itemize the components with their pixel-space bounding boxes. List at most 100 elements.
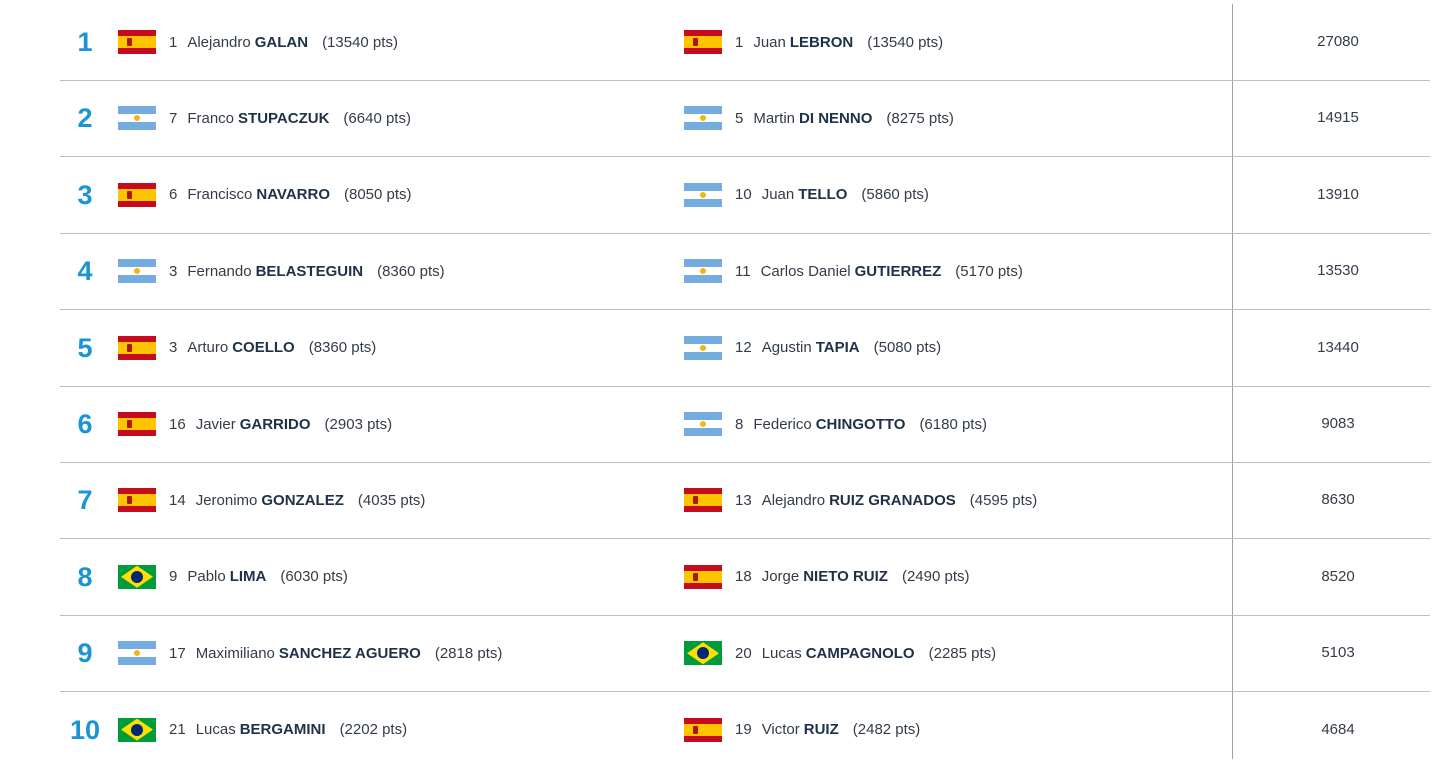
player-entry[interactable]: 13 Alejandro RUIZ GRANADOS (4595 pts) [684, 462, 1037, 538]
pair-total-points: 9083 [1321, 415, 1355, 432]
player-entry[interactable]: 11 Carlos Daniel GUTIERREZ (5170 pts) [684, 233, 1023, 309]
player-entry[interactable]: 21 Lucas BERGAMINI (2202 pts) [118, 692, 407, 768]
player-seed: 10 [735, 186, 752, 204]
player-first-name: Jorge [761, 568, 800, 586]
player-points: (6180 pts) [919, 415, 987, 433]
pair-rank: 10 [69, 714, 101, 745]
player-seed: 3 [169, 262, 178, 280]
player-entry[interactable]: 3 Fernando BELASTEGUIN (8360 pts) [118, 233, 445, 309]
player-entry[interactable]: 5 Martin DI NENNO (8275 pts) [684, 80, 954, 156]
player-entry[interactable]: 14 Jeronimo GONZALEZ (4035 pts) [118, 462, 425, 538]
spain-flag-icon [684, 717, 722, 742]
pair-total-points: 4684 [1321, 720, 1355, 738]
player-entry[interactable]: 16 Javier GARRIDO (2903 pts) [118, 386, 392, 462]
pair-rank: 7 [77, 485, 93, 516]
player-seed: 20 [735, 644, 752, 662]
pair-rank: 3 [77, 179, 93, 210]
table-row: 2 7 Franco STUPACZUK (6640 pts) 5 Martin DI NEN… [60, 80, 1430, 158]
player-last-name: GARRIDO [239, 415, 311, 433]
pair-total-points: 8520 [1321, 567, 1355, 585]
spain-flag-icon [118, 30, 156, 54]
player-last-name: CAMPAGNOLO [805, 644, 915, 662]
player-first-name: Martin [753, 109, 796, 127]
player-points: (5080 pts) [873, 339, 942, 357]
player-points: (2490 pts) [901, 568, 970, 586]
pair-total-points: 8630 [1321, 491, 1355, 509]
player-points: (8360 pts) [308, 339, 377, 357]
pair-rank: 2 [77, 103, 93, 134]
player-first-name: Maximiliano [195, 644, 275, 662]
pair-rank: 4 [77, 256, 93, 287]
player-seed: 17 [169, 644, 186, 662]
player-first-name: Federico [753, 415, 812, 433]
player-seed: 8 [735, 415, 744, 433]
player-entry[interactable]: 17 Maximiliano SANCHEZ AGUERO (2818 pts) [118, 615, 502, 691]
table-row: 1 1 Alejandro GALAN (13540 pts) 1 Juan LEBRON (1… [60, 4, 1430, 81]
player-entry[interactable]: 7 Franco STUPACZUK (6640 pts) [118, 80, 411, 156]
player-seed: 12 [735, 339, 752, 357]
pair-rank: 8 [77, 561, 93, 592]
pair-total-points: 13910 [1317, 185, 1359, 203]
player-seed: 18 [735, 568, 752, 586]
table-row: 4 3 Fernando BELASTEGUIN (8360 pts) 11 Carlos … [60, 233, 1430, 311]
player-first-name: Alejandro [761, 491, 826, 509]
player-first-name: Franco [187, 109, 235, 127]
pair-rank: 6 [77, 409, 93, 439]
player-first-name: Juan [753, 33, 786, 51]
player-last-name: SANCHEZ AGUERO [278, 644, 421, 662]
player-entry[interactable]: 19 Victor RUIZ (2482 pts) [684, 692, 920, 768]
player-last-name: GALAN [254, 33, 309, 51]
player-last-name: DI NENNO [799, 109, 873, 127]
player-points: (2285 pts) [928, 644, 997, 662]
player-entry[interactable]: 9 Pablo LIMA (6030 pts) [118, 539, 348, 615]
player-last-name: TELLO [798, 186, 848, 204]
player-entry[interactable]: 10 Juan TELLO (5860 pts) [684, 157, 929, 233]
player-entry[interactable]: 12 Agustin TAPIA (5080 pts) [684, 310, 941, 386]
player-entry[interactable]: 20 Lucas CAMPAGNOLO (2285 pts) [684, 615, 996, 691]
pair-rank: 5 [77, 332, 93, 363]
player-entry[interactable]: 8 Federico CHINGOTTO (6180 pts) [684, 386, 987, 462]
spain-flag-icon [118, 335, 156, 360]
player-first-name: Lucas [195, 721, 236, 739]
player-first-name: Pablo [187, 568, 226, 586]
player-points: (13540 pts) [867, 33, 944, 51]
player-seed: 14 [169, 491, 186, 509]
player-seed: 21 [169, 721, 186, 739]
player-last-name: LIMA [229, 568, 267, 586]
table-row: 10 21 Lucas BERGAMINI (2202 pts) 19 Victor RUIZ… [60, 692, 1430, 768]
player-points: (2482 pts) [852, 721, 921, 739]
argentina-flag-icon [684, 182, 722, 207]
player-seed: 16 [169, 415, 186, 433]
player-entry[interactable]: 1 Alejandro GALAN (13540 pts) [118, 4, 398, 80]
player-seed: 1 [169, 33, 178, 51]
pair-total-points: 13530 [1317, 262, 1359, 280]
player-last-name: BELASTEGUIN [255, 262, 364, 280]
player-first-name: Francisco [187, 186, 253, 204]
player-entry[interactable]: 18 Jorge NIETO RUIZ (2490 pts) [684, 539, 970, 615]
spain-flag-icon [684, 564, 722, 589]
player-seed: 5 [735, 109, 744, 127]
spain-flag-icon [118, 182, 156, 207]
player-points: (4035 pts) [357, 491, 426, 509]
player-seed: 11 [735, 262, 751, 280]
player-entry[interactable]: 1 Juan LEBRON (13540 pts) [684, 4, 943, 80]
argentina-flag-icon [118, 106, 156, 131]
player-last-name: STUPACZUK [238, 109, 330, 127]
argentina-flag-icon [684, 106, 722, 131]
player-entry[interactable]: 6 Francisco NAVARRO (8050 pts) [118, 157, 412, 233]
player-last-name: TAPIA [815, 339, 860, 357]
player-entry[interactable]: 3 Arturo COELLO (8360 pts) [118, 310, 376, 386]
table-row: 7 14 Jeronimo GONZALEZ (4035 pts) 13 Alejandro… [60, 462, 1430, 540]
player-points: (4595 pts) [969, 491, 1038, 509]
spain-flag-icon [684, 30, 722, 54]
player-last-name: CHINGOTTO [815, 415, 906, 433]
player-points: (2903 pts) [324, 415, 393, 433]
table-row: 9 17 Maximiliano SANCHEZ AGUERO (2818 pts) 20… [60, 615, 1430, 693]
player-first-name: Fernando [187, 262, 252, 280]
player-seed: 9 [169, 568, 178, 586]
player-seed: 6 [169, 186, 178, 204]
player-seed: 3 [169, 339, 178, 357]
player-last-name: COELLO [232, 339, 295, 357]
player-last-name: RUIZ [803, 721, 839, 739]
brazil-flag-icon [684, 641, 722, 666]
